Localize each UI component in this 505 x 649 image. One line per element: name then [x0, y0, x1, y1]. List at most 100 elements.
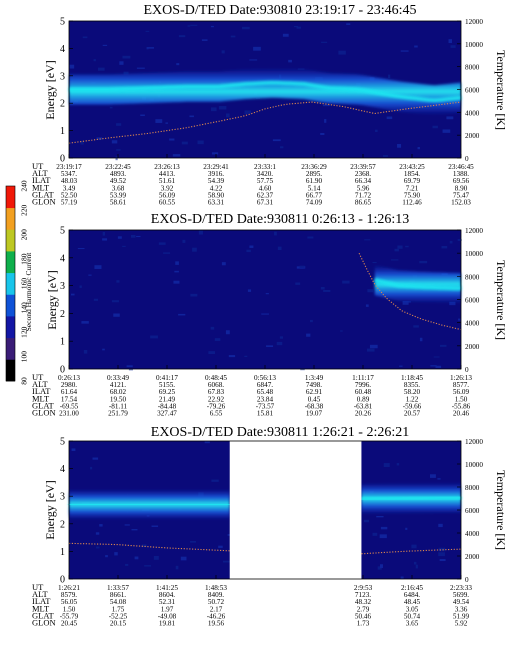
y-tick-label: 0 [60, 154, 65, 165]
texture-cell [282, 33, 289, 37]
ephemeris-cell: 5699. [453, 591, 469, 599]
ephemeris-cell: 4.22 [210, 184, 223, 192]
ephemeris-cell: 58.61 [110, 199, 127, 207]
texture-cell [201, 39, 208, 41]
y-tick-label: 4 [60, 464, 65, 475]
texture-cell [71, 448, 76, 451]
texture-cell [383, 463, 390, 468]
ephemeris-cell: 22.92 [208, 395, 225, 403]
ephemeris-cell: 1854. [404, 170, 420, 178]
ephemeris-cell: 4121. [110, 381, 126, 389]
y-tick-right-label: 4000 [465, 320, 480, 328]
texture-cell [249, 59, 258, 61]
ephemeris-cell: 7996. [355, 381, 371, 389]
texture-cell [402, 300, 409, 305]
ephemeris-cell: 8355. [404, 381, 420, 389]
texture-cell [210, 326, 215, 330]
y-tick-label: 5 [60, 226, 65, 237]
texture-cell [117, 236, 122, 239]
y-tick-right-label: 6000 [465, 507, 480, 515]
texture-cell [208, 351, 216, 355]
panel-1-ylabel-right: Temperature [K] [494, 50, 505, 130]
ephemeris-cell: 2.17 [210, 605, 223, 613]
texture-cell [131, 529, 138, 531]
texture-cell [323, 289, 331, 292]
ephemeris-cell: 1:26:13 [450, 374, 472, 382]
ephemeris-cell: 0:33:49 [107, 374, 129, 382]
texture-cell [204, 441, 210, 444]
texture-cell [192, 247, 197, 252]
ephemeris-cell: 67.31 [257, 199, 274, 207]
texture-cell [83, 349, 88, 354]
texture-cell [102, 348, 105, 351]
y-tick-right-label: 2000 [465, 132, 480, 140]
texture-cell [88, 274, 92, 276]
texture-cell [197, 140, 204, 145]
texture-cell [81, 321, 89, 324]
panel-1-yticks: 0 1 2 3 4 5 [60, 17, 73, 165]
texture-cell [102, 44, 108, 46]
texture-cell [442, 129, 451, 133]
y-tick-right-label: 4000 [465, 109, 480, 117]
ephemeris-cell: 0.89 [357, 395, 370, 403]
ephemeris-cell: 1:11:17 [352, 374, 374, 382]
y-tick-label: 4 [60, 44, 65, 55]
texture-cell [279, 336, 284, 339]
texture-cell [211, 152, 219, 155]
ephemeris-cell: 152.03 [451, 199, 471, 207]
texture-cell [116, 123, 122, 126]
texture-cell [375, 129, 378, 133]
texture-cell [247, 289, 252, 292]
ephemeris-cell: 56.09 [159, 191, 176, 199]
ephemeris-cell: 69.25 [159, 388, 176, 396]
texture-cell [372, 261, 377, 264]
texture-cell [253, 46, 261, 51]
colorbar-tick-label: 200 [20, 229, 29, 241]
ephemeris-row-label: UT [32, 582, 44, 592]
texture-cell [141, 544, 147, 548]
texture-cell [411, 544, 417, 549]
texture-cell [123, 71, 129, 75]
texture-cell [163, 252, 171, 254]
texture-cell [397, 245, 403, 249]
ephemeris-cell: 1388. [453, 170, 469, 178]
ephemeris-row-label: UT [32, 372, 44, 382]
ephemeris-row-label: GLAT [32, 610, 55, 620]
texture-cell [324, 119, 327, 123]
ephemeris-cell: 20.57 [404, 410, 421, 418]
ephemeris-cell: 60.48 [355, 388, 372, 396]
ephemeris-row-label: ALT [32, 589, 49, 599]
ephemeris-cell: 0:26:13 [58, 374, 80, 382]
texture-cell [309, 319, 313, 323]
texture-cell [390, 259, 399, 261]
ephemeris-cell: -55.79 [60, 612, 79, 620]
texture-cell [109, 106, 113, 109]
ephemeris-cell: 58.20 [404, 388, 421, 396]
ephemeris-cell: 0:56:13 [254, 374, 276, 382]
ephemeris-cell: 3.92 [161, 184, 174, 192]
ephemeris-cell: 53.99 [110, 191, 127, 199]
texture-cell [457, 239, 462, 241]
panel-2-yticks-right: 0 2000 4000 6000 8000 10000 12000 [457, 227, 483, 374]
ephemeris-cell: 1:26:21 [58, 584, 80, 592]
texture-cell [363, 519, 370, 523]
ephemeris-cell: 7123. [355, 591, 371, 599]
ephemeris-cell: 60.55 [159, 199, 176, 207]
texture-cell [429, 474, 436, 478]
texture-cell [134, 556, 139, 560]
panel-3-ylabel-right: Temperature [K] [494, 470, 505, 550]
energy-band-core [374, 278, 462, 291]
ephemeris-cell: 50.46 [355, 612, 372, 620]
ephemeris-cell: 51.99 [453, 612, 470, 620]
y-tick-label: 3 [60, 492, 65, 503]
panel-1: EXOS-D/TED Date:930810 23:19:17 - 23:46:… [32, 3, 505, 207]
panel-3-title: EXOS-D/TED Date:930811 1:26:21 - 2:26:21 [151, 425, 409, 440]
ephemeris-cell: 1.50 [63, 605, 76, 613]
ephemeris-cell: 75.90 [404, 191, 421, 199]
texture-cell [295, 282, 301, 285]
ephemeris-cell: 3.36 [455, 605, 468, 613]
ephemeris-cell: -68.38 [305, 402, 324, 410]
panel-3-ylabel: Energy [eV] [43, 480, 57, 539]
ephemeris-cell: 23:36:29 [301, 163, 327, 171]
